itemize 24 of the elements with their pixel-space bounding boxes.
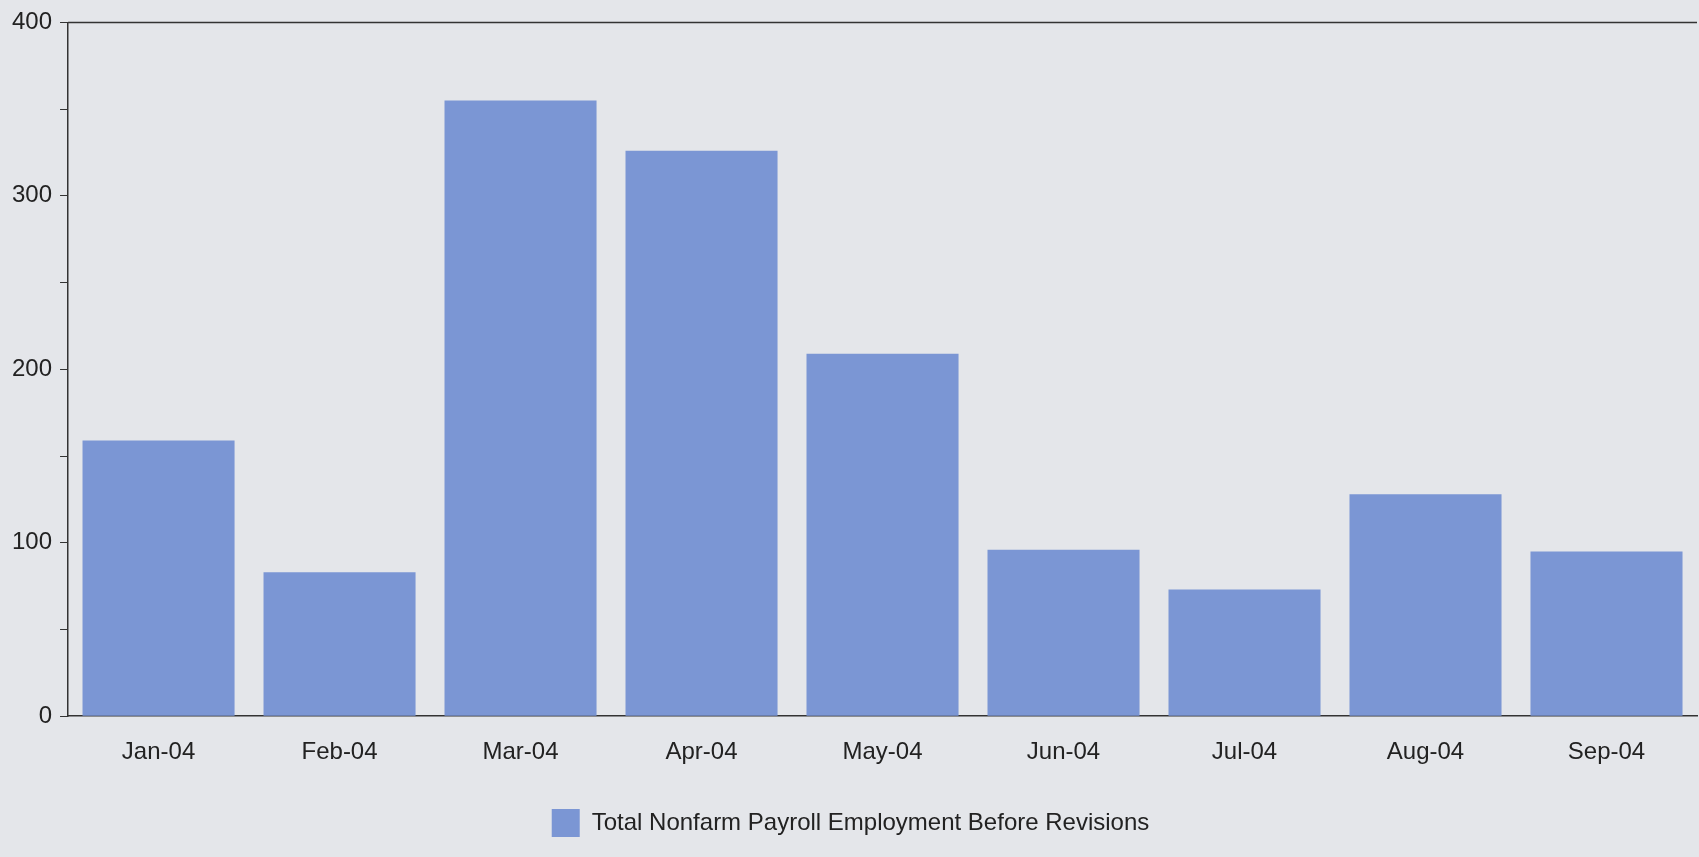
x-tick-label: Mar-04 [482,737,559,765]
bar [444,100,597,716]
x-tick-label: Jun-04 [1026,737,1101,765]
x-tick-label: Jul-04 [1211,737,1278,765]
y-tick-label: 400 [12,7,53,35]
bar [82,440,235,716]
bar [1530,551,1683,716]
bar [1349,494,1502,716]
x-tick-label: Aug-04 [1386,737,1465,765]
x-tick-label: Feb-04 [301,737,378,765]
y-tick-label: 100 [12,527,53,555]
bar [263,572,416,716]
y-tick-label: 200 [12,353,53,381]
x-tick-label: Apr-04 [665,737,738,765]
y-tick-label: 300 [12,180,53,208]
bar [625,150,778,716]
x-tick-label: Sep-04 [1567,737,1646,765]
legend-label: Total Nonfarm Payroll Employment Before Revisions [591,807,1150,835]
x-tick-label: Jan-04 [121,737,196,765]
bar [987,549,1140,716]
bar [1168,589,1321,716]
bar [806,353,959,716]
x-tick-label: May-04 [842,737,923,765]
y-tick-label: 0 [38,700,53,728]
